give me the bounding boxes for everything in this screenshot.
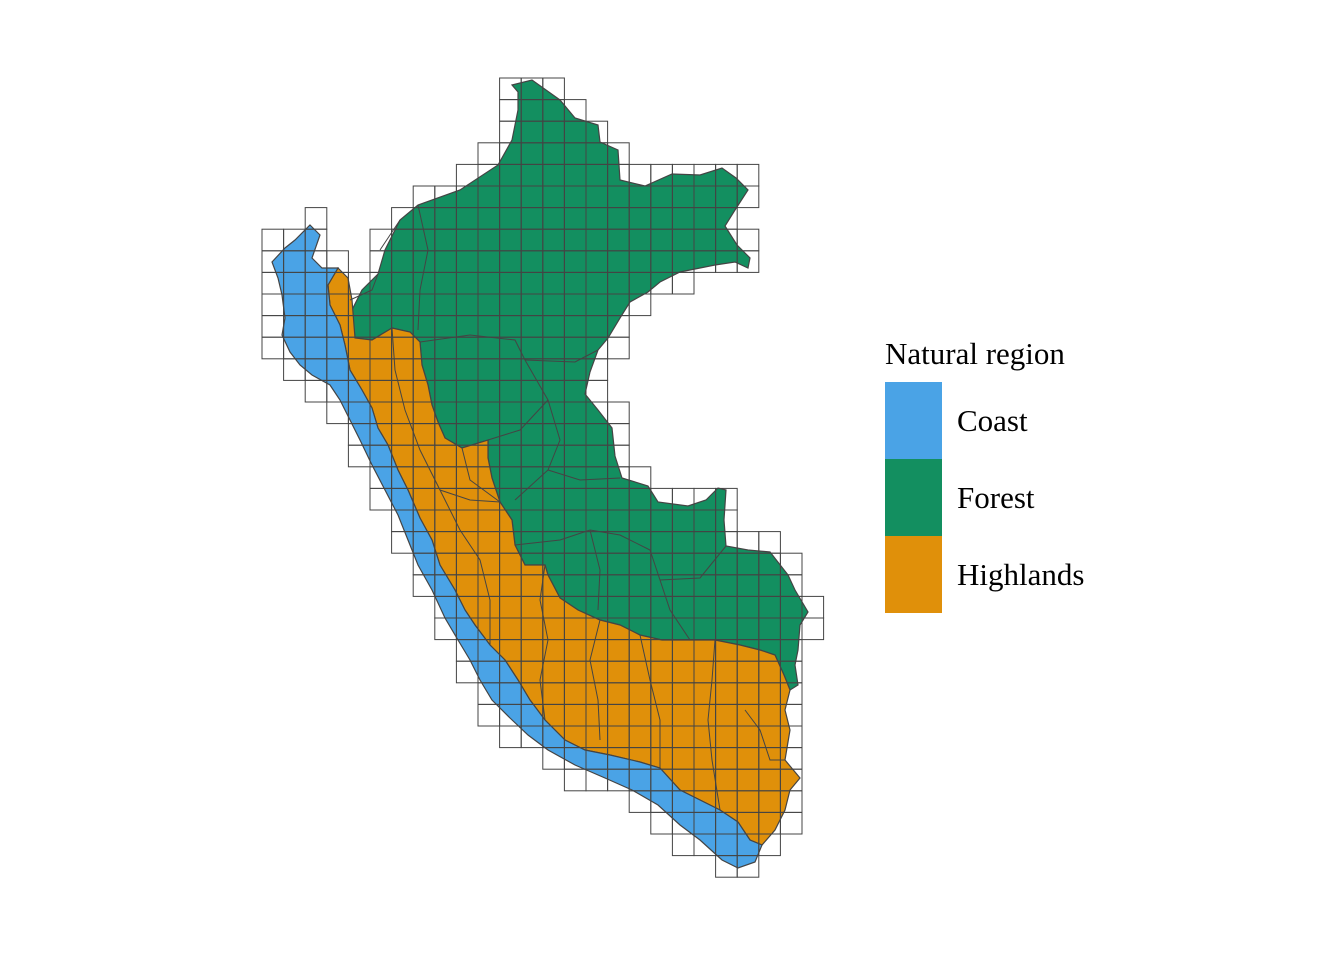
grid-cell bbox=[261, 336, 285, 360]
grid-cell bbox=[736, 228, 760, 252]
grid-cell bbox=[758, 531, 781, 554]
legend: Natural region Coast Forest Highlands bbox=[885, 336, 1084, 613]
grid-cell bbox=[801, 617, 825, 641]
legend-label-highlands: Highlands bbox=[957, 556, 1085, 592]
grid-cell bbox=[736, 185, 760, 209]
grid-cell bbox=[736, 250, 760, 273]
legend-title: Natural region bbox=[885, 336, 1065, 371]
legend-label-forest: Forest bbox=[957, 479, 1035, 515]
grid-cell bbox=[736, 855, 760, 878]
legend-key-forest bbox=[885, 459, 942, 536]
grid-cell bbox=[304, 379, 328, 403]
grid-cell bbox=[261, 293, 285, 317]
grid-cell bbox=[671, 833, 695, 857]
grid-cell bbox=[261, 228, 285, 252]
grid-cell bbox=[477, 703, 501, 727]
grid-cell bbox=[779, 811, 803, 835]
grid-cell bbox=[607, 336, 630, 360]
grid-cell bbox=[499, 725, 522, 749]
grid-cell bbox=[628, 293, 652, 317]
grid-cell bbox=[261, 315, 285, 338]
legend-item-forest: Forest bbox=[885, 459, 1084, 536]
legend-label-coast: Coast bbox=[957, 402, 1028, 438]
grid-cell bbox=[477, 142, 501, 165]
grid-cell bbox=[758, 833, 781, 857]
grid-cell bbox=[671, 271, 695, 295]
natural-regions bbox=[271, 79, 809, 869]
legend-key-coast bbox=[885, 382, 942, 459]
grid-cell bbox=[563, 768, 587, 792]
legend-item-highlands: Highlands bbox=[885, 536, 1084, 613]
legend-item-coast: Coast bbox=[885, 382, 1084, 459]
legend-key-highlands bbox=[885, 536, 942, 613]
grid-cell bbox=[607, 401, 630, 425]
grid-cells bbox=[261, 77, 825, 878]
